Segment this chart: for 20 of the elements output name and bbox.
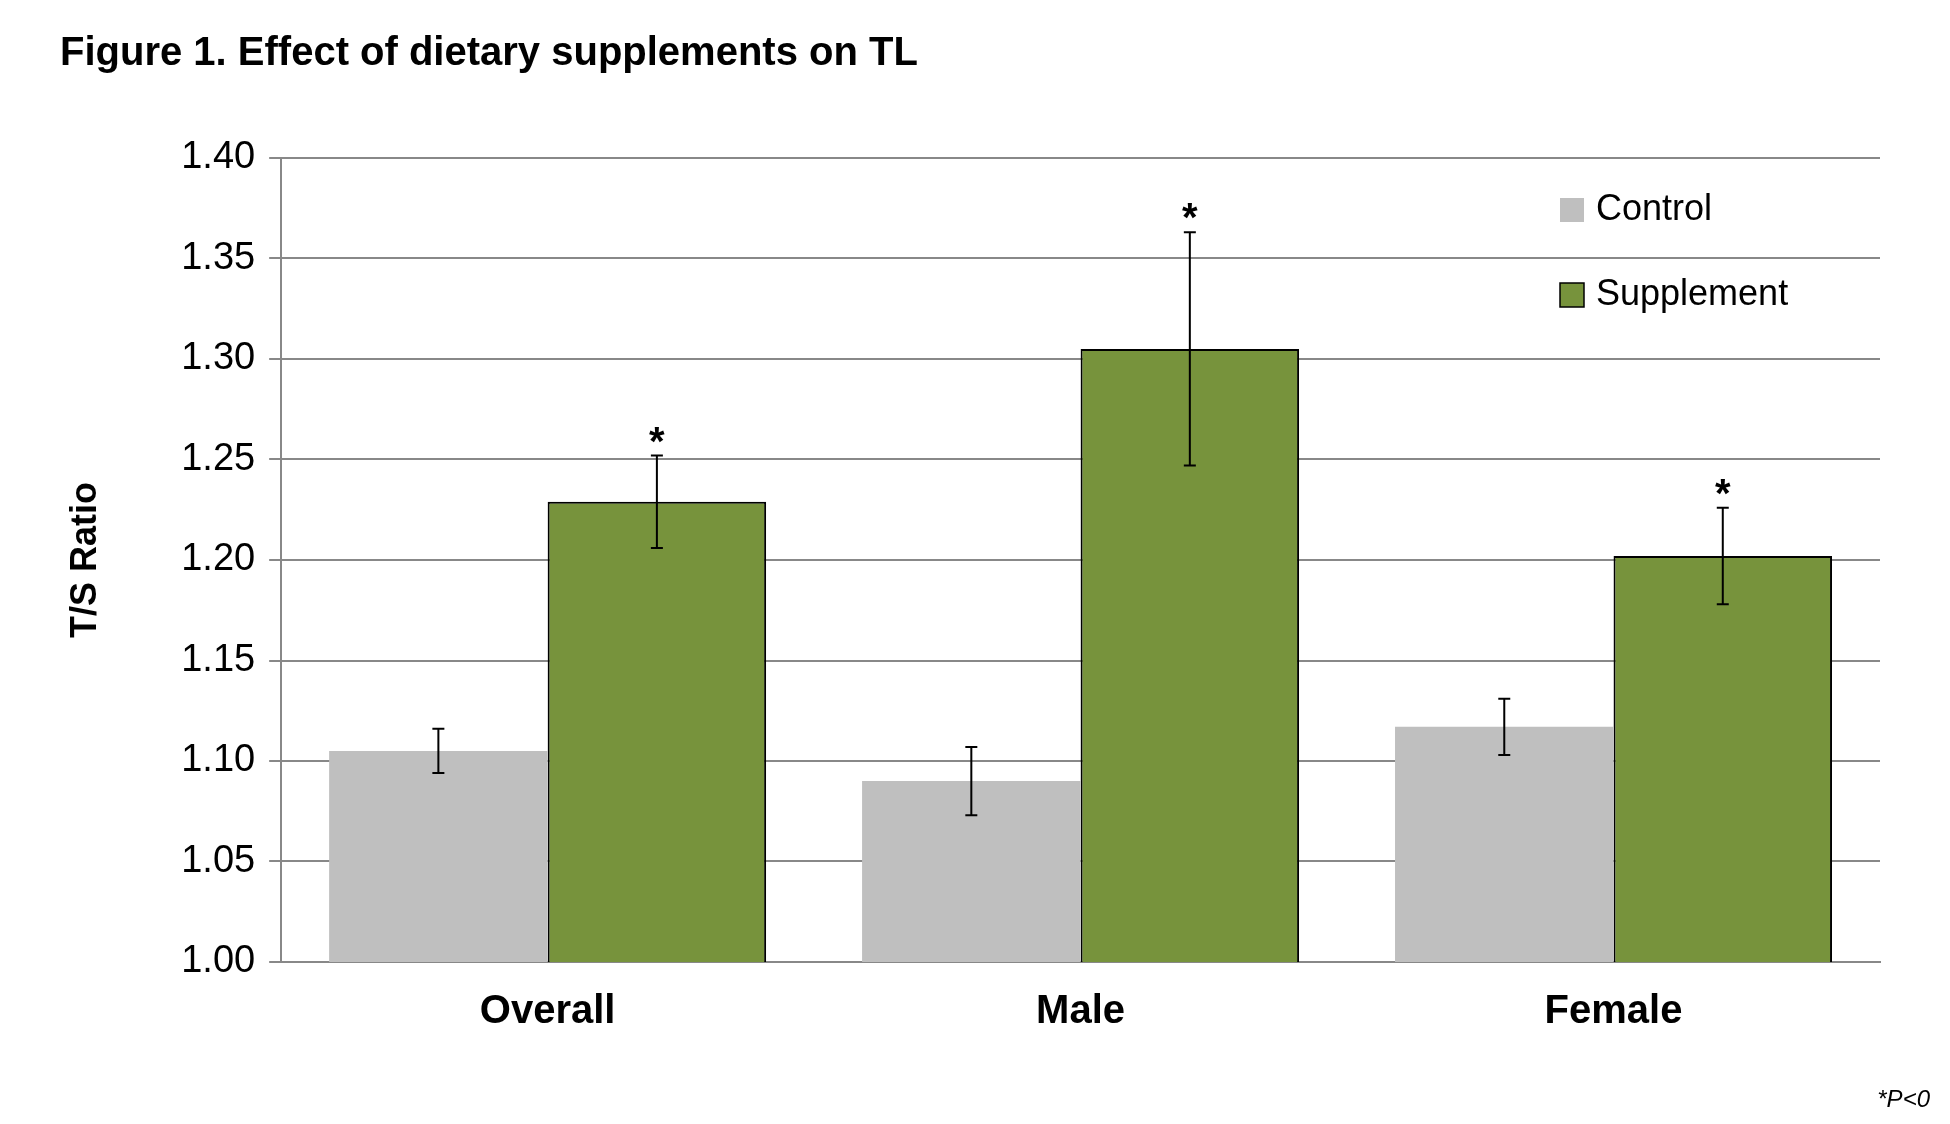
y-tick-label: 1.10 <box>181 737 256 780</box>
legend-label: Control <box>1596 186 1713 228</box>
y-tick-label: 1.15 <box>181 636 256 679</box>
y-axis-title: T/S Ratio <box>62 481 104 639</box>
x-tick-label: Male <box>1036 987 1126 1032</box>
y-tick-label: 1.05 <box>181 837 256 880</box>
annotation: * <box>1182 195 1199 240</box>
y-tick-label: 1.20 <box>181 536 256 579</box>
annotation: * <box>1714 470 1731 515</box>
x-tick-label: Female <box>1544 987 1683 1032</box>
y-tick-label: 1.00 <box>181 938 256 981</box>
text: *P<0 <box>1877 1084 1931 1112</box>
legend-label: Supplement <box>1596 271 1789 313</box>
y-tick-label: 1.30 <box>181 335 256 378</box>
x-tick-label: Overall <box>479 987 616 1032</box>
chart-title: Figure 1. Effect of dietary supplements on TL <box>60 29 918 74</box>
y-tick-label: 1.40 <box>181 134 256 177</box>
annotation: * <box>649 418 666 463</box>
y-tick-label: 1.35 <box>181 234 256 277</box>
y-tick-label: 1.25 <box>181 435 256 478</box>
